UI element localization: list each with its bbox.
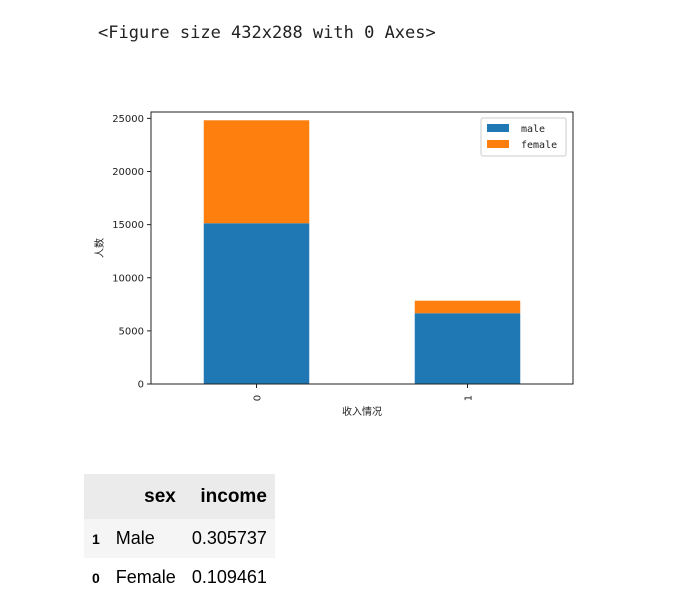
legend-label-male: male (521, 124, 545, 135)
table-row: 0 Female 0.109461 (84, 558, 275, 597)
y-tick-label: 0 (138, 380, 144, 391)
sex-cell: Female (115, 567, 176, 587)
income-cell: 0.305737 (191, 528, 267, 548)
sex-cell: Male (115, 528, 155, 548)
column-header-sex: sex (144, 485, 176, 507)
y-axis-label: 人数 (93, 238, 106, 258)
row-index: 1 (92, 530, 100, 547)
y-tick-label: 20000 (112, 167, 144, 178)
table-row: 1 Male 0.305737 (84, 519, 275, 558)
bar-male-0 (203, 223, 310, 384)
y-tick-label: 10000 (112, 273, 144, 284)
row-index: 0 (92, 569, 100, 586)
x-tick-label: 1 (464, 395, 475, 401)
y-tick-label: 5000 (119, 326, 144, 337)
income-cell: 0.109461 (191, 567, 267, 587)
plot-frame (150, 111, 574, 385)
stacked-bar-chart: 0 5000 10000 15000 20000 25000 0 1 人数 收入情况 mal… (93, 111, 574, 418)
x-axis-label: 收入情况 (342, 405, 382, 418)
bar-male-1 (414, 313, 521, 384)
index-header (84, 474, 108, 519)
figure-repr-text: <Figure size 432x288 with 0 Axes> (98, 23, 436, 43)
column-header-income: income (200, 485, 267, 507)
bar-female-0 (203, 120, 310, 224)
income-by-sex-table: sex income 1 Male 0.305737 0 Female 0.10… (84, 474, 275, 597)
legend: male female (480, 117, 567, 157)
legend-swatch-female (487, 140, 509, 148)
table-header-row: sex income (84, 474, 275, 519)
bar-female-1 (414, 300, 521, 314)
y-tick-label: 15000 (112, 220, 144, 231)
x-tick-label: 0 (253, 395, 264, 401)
legend-swatch-male (487, 124, 509, 132)
legend-label-female: female (521, 140, 557, 151)
y-tick-label: 25000 (112, 114, 144, 125)
